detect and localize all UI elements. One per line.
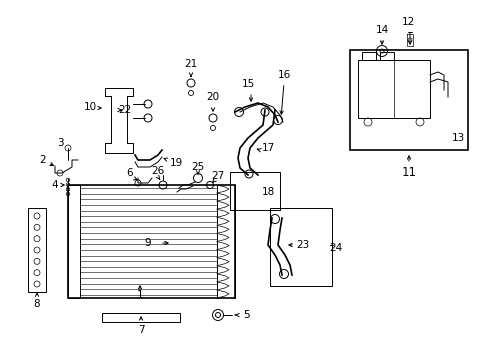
Bar	[68, 185, 80, 298]
Text: 3: 3	[57, 138, 63, 148]
Bar	[349, 50, 467, 150]
Bar	[102, 313, 180, 322]
Bar	[361, 52, 375, 60]
Text: 22: 22	[118, 105, 131, 115]
Bar	[229, 172, 280, 210]
Text: 2: 2	[40, 155, 46, 165]
Text: 17: 17	[261, 143, 274, 153]
Text: 11: 11	[401, 166, 416, 179]
Text: 6: 6	[126, 168, 133, 178]
Text: 16: 16	[277, 70, 290, 80]
Bar	[379, 52, 393, 60]
Text: 15: 15	[241, 79, 254, 89]
Text: 26: 26	[151, 166, 164, 176]
Text: 10: 10	[83, 102, 96, 112]
Bar	[68, 185, 235, 298]
Text: 5: 5	[242, 310, 249, 320]
Text: 24: 24	[329, 243, 342, 253]
Text: 4: 4	[52, 180, 58, 190]
Text: 8: 8	[34, 299, 40, 309]
Text: 12: 12	[401, 17, 414, 27]
Text: 25: 25	[191, 162, 204, 172]
Bar	[28, 208, 46, 292]
Text: 21: 21	[184, 59, 197, 69]
Text: 1: 1	[137, 290, 143, 300]
Bar	[357, 60, 429, 118]
Text: 7: 7	[138, 325, 144, 335]
Text: 14: 14	[375, 25, 388, 35]
Text: 20: 20	[206, 92, 219, 102]
Text: 23: 23	[296, 240, 309, 250]
Text: 13: 13	[450, 133, 464, 143]
Bar	[269, 208, 331, 286]
Text: 19: 19	[169, 158, 182, 168]
Text: 9: 9	[144, 238, 151, 248]
Text: 18: 18	[261, 187, 274, 197]
Text: 27: 27	[211, 171, 224, 181]
